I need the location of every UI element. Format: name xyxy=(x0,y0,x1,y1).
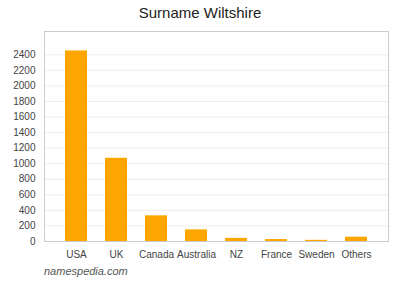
svg-text:1600: 1600 xyxy=(13,111,36,122)
svg-text:1200: 1200 xyxy=(13,142,36,153)
html-text:namespedia.com: namespedia.com xyxy=(44,265,128,277)
svg-text:Australia: Australia xyxy=(177,249,216,260)
svg-text:France: France xyxy=(261,249,293,260)
svg-text:2200: 2200 xyxy=(13,65,36,76)
svg-text:2400: 2400 xyxy=(13,49,36,60)
svg-text:1400: 1400 xyxy=(13,127,36,138)
svg-text:800: 800 xyxy=(19,173,36,184)
html-text:Surname Wiltshire: Surname Wiltshire xyxy=(138,4,262,21)
svg-text:2000: 2000 xyxy=(13,80,36,91)
svg-text:Canada: Canada xyxy=(139,249,174,260)
svg-text:UK: UK xyxy=(110,249,124,260)
svg-text:Sweden: Sweden xyxy=(298,249,334,260)
svg-text:0: 0 xyxy=(30,236,36,247)
svg-text:USA: USA xyxy=(66,249,87,260)
svg-text:Others: Others xyxy=(341,249,371,260)
svg-text:400: 400 xyxy=(19,205,36,216)
svg-text:1800: 1800 xyxy=(13,96,36,107)
svg-text:1000: 1000 xyxy=(13,158,36,169)
svg-text:600: 600 xyxy=(19,189,36,200)
svg-text:200: 200 xyxy=(19,220,36,231)
svg-text:NZ: NZ xyxy=(230,249,243,260)
